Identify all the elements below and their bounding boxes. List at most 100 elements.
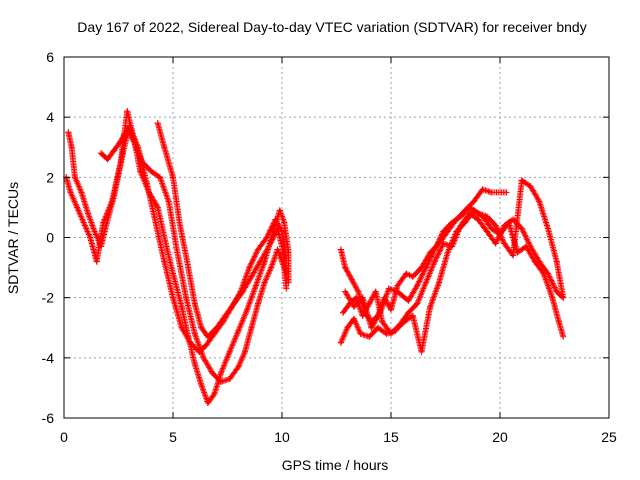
data-point xyxy=(422,264,429,271)
data-point xyxy=(111,147,118,154)
data-point xyxy=(355,288,362,295)
data-point xyxy=(394,288,401,295)
data-point xyxy=(165,198,172,205)
data-point xyxy=(191,330,198,337)
x-tick-label: 0 xyxy=(60,429,68,445)
data-point xyxy=(117,138,124,145)
data-point xyxy=(178,303,185,310)
data-point xyxy=(191,360,198,367)
data-point xyxy=(555,318,562,325)
data-point xyxy=(501,222,508,229)
y-tick-label: -6 xyxy=(42,410,55,426)
data-point xyxy=(154,120,161,127)
data-point xyxy=(483,228,490,235)
series-track-3 xyxy=(98,126,290,385)
data-point xyxy=(124,126,131,133)
data-point xyxy=(457,222,464,229)
data-point xyxy=(148,168,155,175)
x-tick-label: 25 xyxy=(601,429,617,445)
x-axis-label: GPS time / hours xyxy=(282,457,389,473)
data-point xyxy=(198,324,205,331)
series-track-4 xyxy=(154,120,290,340)
data-point xyxy=(248,324,255,331)
data-point xyxy=(379,318,386,325)
data-point xyxy=(377,309,384,316)
series-track-6 xyxy=(337,207,567,355)
data-point xyxy=(544,270,551,277)
data-point xyxy=(409,273,416,280)
data-point xyxy=(185,264,192,271)
grid-lines xyxy=(64,57,609,418)
data-point xyxy=(440,240,447,247)
data-point xyxy=(510,216,517,223)
y-tick-label: -4 xyxy=(42,350,55,366)
data-point xyxy=(340,309,347,316)
y-tick-label: 6 xyxy=(46,49,54,65)
data-point xyxy=(183,294,190,301)
data-point xyxy=(222,312,229,319)
data-point xyxy=(191,300,198,307)
data-point xyxy=(272,216,279,223)
data-point xyxy=(353,294,360,301)
data-point xyxy=(444,249,451,256)
data-point xyxy=(518,177,525,184)
y-tick-label: 0 xyxy=(46,230,54,246)
data-point xyxy=(466,204,473,211)
data-point xyxy=(536,198,543,205)
data-point xyxy=(124,108,131,115)
data-point xyxy=(204,333,211,340)
data-point xyxy=(204,399,211,406)
data-point xyxy=(348,276,355,283)
series-markers xyxy=(337,207,566,355)
data-point xyxy=(337,339,344,346)
data-point xyxy=(98,150,105,157)
data-point xyxy=(560,333,567,340)
data-point xyxy=(78,189,85,196)
data-point xyxy=(226,348,233,355)
data-point xyxy=(350,303,357,310)
data-point xyxy=(268,264,275,271)
data-point xyxy=(483,213,490,220)
data-point xyxy=(178,324,185,331)
data-point xyxy=(156,174,163,181)
data-point xyxy=(368,324,375,331)
data-point xyxy=(198,381,205,388)
series-track-7 xyxy=(340,210,567,337)
data-point xyxy=(418,348,425,355)
x-tick-label: 5 xyxy=(169,429,177,445)
data-point xyxy=(274,225,281,232)
series-markers xyxy=(342,177,566,331)
data-point xyxy=(257,258,264,265)
data-point xyxy=(527,243,534,250)
data-point xyxy=(67,189,74,196)
data-point xyxy=(544,225,551,232)
y-tick-label: 4 xyxy=(46,109,54,125)
data-point xyxy=(209,369,216,376)
data-point xyxy=(241,348,248,355)
data-point xyxy=(161,144,168,151)
data-point xyxy=(510,252,517,259)
data-point xyxy=(211,390,218,397)
data-point xyxy=(405,297,412,304)
data-point xyxy=(111,192,118,199)
data-point xyxy=(255,300,262,307)
data-point xyxy=(388,330,394,337)
data-point xyxy=(357,330,364,337)
data-point xyxy=(93,258,100,265)
data-point xyxy=(503,189,510,196)
data-point xyxy=(231,300,238,307)
data-point xyxy=(440,228,447,235)
data-point xyxy=(388,306,394,313)
data-point xyxy=(187,339,194,346)
data-point xyxy=(246,264,253,271)
data-point xyxy=(337,246,344,253)
data-point xyxy=(536,258,543,265)
axis-ticks xyxy=(63,56,610,419)
data-point xyxy=(527,183,534,190)
data-point xyxy=(200,354,207,361)
data-point xyxy=(342,264,349,271)
data-point xyxy=(265,243,272,250)
data-point xyxy=(359,294,366,301)
data-point xyxy=(74,204,81,211)
